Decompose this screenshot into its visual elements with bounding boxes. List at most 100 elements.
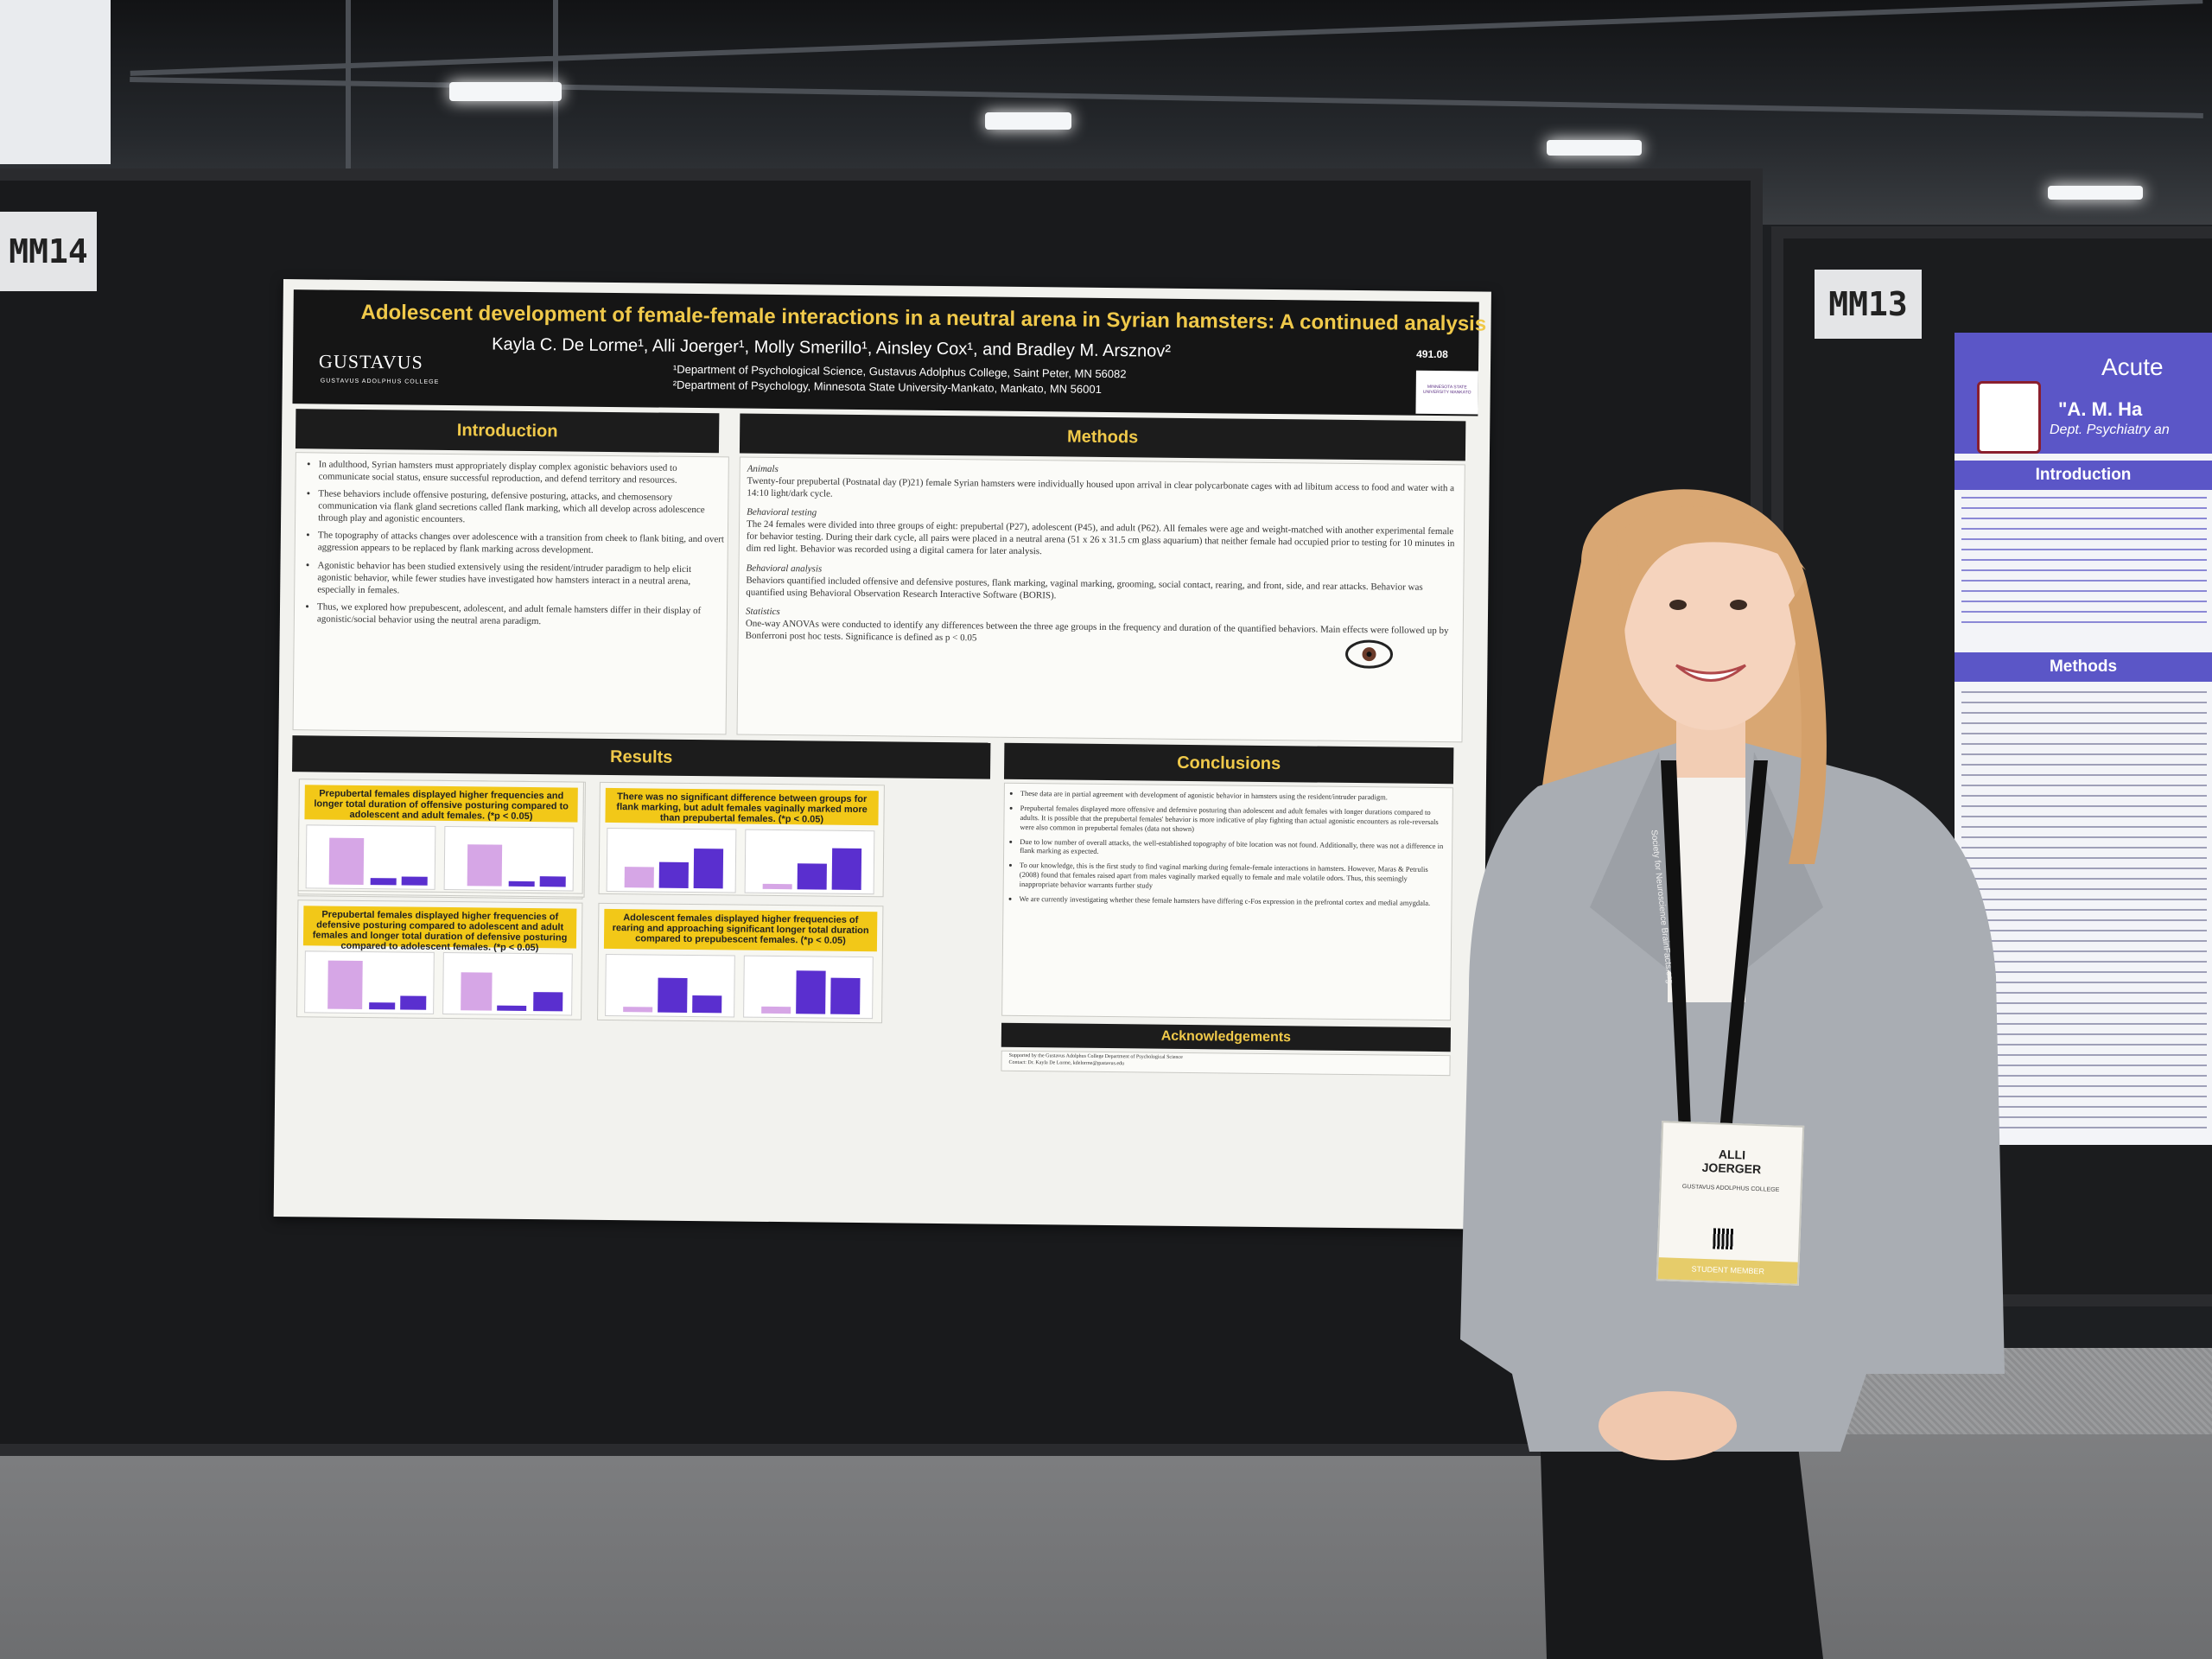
bar-adolescent	[369, 1002, 396, 1010]
right-poster-authors: "A. M. Ha	[2058, 398, 2143, 420]
badge-organization: GUSTAVUS ADOLPHUS COLLEGE	[1681, 1184, 1780, 1193]
intro-bullet: In adulthood, Syrian hamsters must appro…	[319, 458, 728, 486]
carpet	[0, 1434, 2212, 1659]
bar-adolescent	[370, 878, 397, 886]
introduction-body: In adulthood, Syrian hamsters must appro…	[292, 452, 729, 735]
poster-header: Adolescent development of female-female …	[292, 289, 1487, 416]
conclusion-bullet: Due to low number of overall attacks, th…	[1020, 836, 1446, 860]
eye-left	[1669, 600, 1687, 610]
bar-adolescent	[658, 861, 689, 888]
badge-member-strip: STUDENT MEMBER	[1657, 1257, 1798, 1284]
bar-adolescent	[797, 863, 827, 890]
face	[1624, 514, 1797, 730]
bar-adolescent	[497, 1005, 527, 1011]
ceiling-pipe	[346, 0, 351, 190]
ceiling-light	[2048, 186, 2143, 200]
result-panel-marking: There was no significant difference betw…	[598, 781, 885, 898]
minnesota-state-logo: MINNESOTA STATE UNIVERSITY MANKATO	[1415, 370, 1478, 415]
conclusion-bullet: Prepubertal females displayed more offen…	[1020, 804, 1446, 836]
research-poster: Adolescent development of female-female …	[273, 279, 1491, 1230]
hair-front	[1616, 506, 1806, 631]
result-panel-defensive: Prepubertal females displayed higher fre…	[296, 899, 583, 1020]
right-poster-intro-text	[1961, 497, 2207, 626]
research-poster-right: Acute "A. M. Ha Dept. Psychiatry an Intr…	[1955, 333, 2212, 1145]
bar-chart-flank-marking	[606, 827, 737, 893]
bar-adult	[533, 992, 563, 1012]
bar-adult	[401, 876, 428, 886]
ceiling-light	[449, 82, 562, 101]
intro-bullet: Thus, we explored how prepubescent, adol…	[317, 601, 727, 629]
acknowledgements-body: Supported by the Gustavus Adolphus Colle…	[1001, 1050, 1451, 1077]
bar-prepubertal	[328, 837, 365, 886]
bar-adult	[400, 995, 427, 1010]
result-caption-marking: There was no significant difference betw…	[605, 787, 879, 826]
bar-chart-defensive-frequency	[304, 950, 435, 1014]
badge-qr-code-icon	[1713, 1228, 1734, 1250]
bar-chart-defensive-duration	[442, 951, 573, 1016]
poster-authors: Kayla C. De Lorme¹, Alli Joerger¹, Molly…	[492, 334, 1172, 361]
board-number-tag-left: MM14	[0, 212, 97, 291]
bar-adolescent	[508, 880, 535, 887]
right-poster-title: Acute	[2101, 353, 2164, 380]
eye-right	[1730, 600, 1747, 610]
result-caption-offensive: Prepubertal females displayed higher fre…	[304, 785, 578, 823]
methods-body: Animals Twenty-four prepubertal (Postnat…	[736, 456, 1465, 743]
hands	[1599, 1391, 1737, 1460]
wall-panel	[0, 0, 111, 164]
bar-adult	[831, 848, 862, 891]
conclusions-heading: Conclusions	[1003, 742, 1454, 785]
bar-adult	[830, 977, 861, 1015]
bar-adult	[692, 995, 722, 1014]
introduction-heading: Introduction	[295, 409, 720, 454]
right-poster-methods-text	[1961, 691, 2207, 1132]
results-heading: Results	[292, 735, 991, 779]
bar-prepubertal	[467, 844, 503, 887]
bar-chart-rearing-duration	[743, 955, 874, 1020]
right-poster-intro-heading: Introduction	[1955, 461, 2212, 490]
minnesota-state-logo-text: MINNESOTA STATE UNIVERSITY MANKATO	[1422, 384, 1471, 396]
poster-title: Adolescent development of female-female …	[360, 300, 1487, 336]
lanyard-left	[1661, 760, 1692, 1149]
poster-affiliation-1: ¹Department of Psychological Science, Gu…	[672, 362, 1127, 381]
gustavus-logo: GUSTAVUS	[318, 350, 423, 373]
shirt	[1668, 769, 1745, 1002]
result-panel-rearing: Adolescent females displayed higher freq…	[597, 902, 884, 1024]
bar-chart-vaginal-marking	[744, 829, 875, 895]
methods-heading: Methods	[739, 413, 1466, 461]
name-badge: ALLI JOERGER GUSTAVUS ADOLPHUS COLLEGE S…	[1656, 1121, 1805, 1286]
bar-chart-offensive-duration	[443, 825, 575, 892]
smile	[1675, 664, 1746, 682]
conclusion-bullet: We are currently investigating whether t…	[1019, 894, 1446, 908]
right-poster-methods-heading: Methods	[1955, 652, 2212, 682]
conclusion-bullet: To our knowledge, this is the first stud…	[1020, 861, 1446, 893]
bar-adolescent	[658, 977, 688, 1013]
bar-chart-rearing-frequency	[605, 953, 735, 1018]
bar-prepubertal	[327, 960, 363, 1010]
bar-prepubertal	[761, 1006, 791, 1014]
bar-adult	[693, 849, 724, 889]
presenter-person	[1460, 489, 2005, 1659]
bar-prepubertal	[762, 883, 792, 890]
result-caption-rearing: Adolescent females displayed higher freq…	[603, 908, 878, 952]
bar-chart-offensive-frequency	[305, 824, 436, 890]
ceiling-truss	[130, 0, 2203, 76]
hair-side	[1789, 579, 1827, 864]
result-caption-defensive: Prepubertal females displayed higher fre…	[302, 906, 577, 953]
conclusion-bullet: These data are in partial agreement with…	[1020, 789, 1447, 803]
bar-adolescent	[796, 970, 826, 1014]
intro-bullet: Agonistic behavior has been studied exte…	[317, 559, 727, 600]
lanyard-right	[1718, 760, 1768, 1149]
ceiling-light	[1547, 140, 1642, 156]
right-poster-header: Acute "A. M. Ha Dept. Psychiatry an	[1955, 333, 2212, 454]
lapel-left	[1590, 752, 1676, 976]
conclusions-body: These data are in partial agreement with…	[1001, 782, 1453, 1021]
poster-affiliation-2: ²Department of Psychology, Minnesota Sta…	[672, 378, 1102, 396]
poster-number: 491.08	[1416, 347, 1448, 361]
intro-bullet: These behaviors include offensive postur…	[318, 488, 728, 529]
result-panel-offensive: Prepubertal females displayed higher fre…	[297, 779, 584, 894]
bar-prepubertal	[624, 867, 654, 888]
university-seal-icon	[1977, 381, 2041, 454]
board-number-tag-right: MM13	[1815, 270, 1922, 339]
methods-testing-text: The 24 females were divided into three g…	[746, 518, 1455, 557]
bar-adult	[539, 876, 566, 887]
